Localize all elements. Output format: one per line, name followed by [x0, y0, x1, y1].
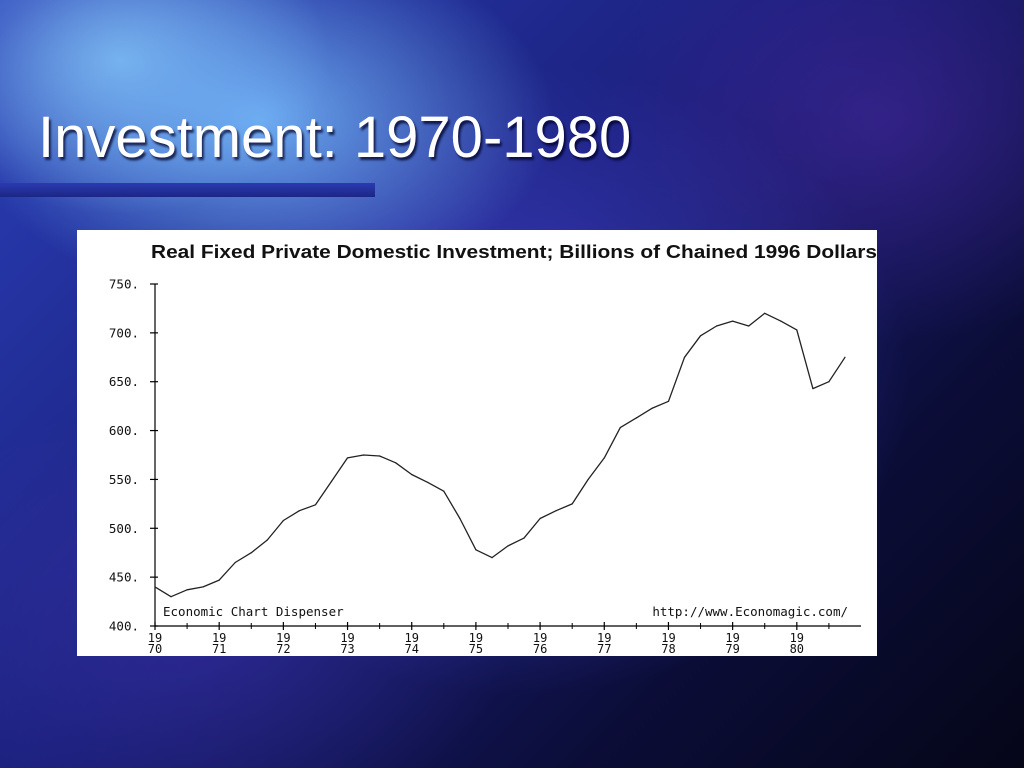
data-point [314, 504, 317, 506]
y-tick-label: 450. [109, 570, 139, 585]
data-point [619, 427, 621, 429]
x-tick-label: 19 [661, 631, 675, 645]
y-tick-label: 600. [109, 423, 139, 438]
y-tick-label: 500. [109, 521, 139, 536]
data-point [491, 557, 493, 559]
x-tick-label: 19 [725, 631, 739, 645]
data-point [346, 457, 349, 459]
y-tick-label: 700. [109, 325, 139, 340]
data-point [748, 325, 750, 327]
data-point [796, 329, 798, 331]
x-tick-label: 19 [533, 631, 547, 645]
series-line [154, 312, 846, 598]
data-point [603, 457, 605, 459]
x-tick-label: 75 [469, 642, 483, 656]
title-underline [0, 183, 375, 197]
x-tick-label: 80 [790, 642, 804, 656]
data-point [282, 519, 284, 522]
data-point [507, 545, 509, 547]
data-point [683, 356, 686, 358]
x-tick-label: 19 [597, 631, 611, 645]
data-point [170, 596, 172, 598]
x-tick-label: 73 [340, 642, 354, 656]
data-point [362, 454, 365, 456]
x-tick-label: 19 [340, 631, 354, 645]
data-point [395, 462, 397, 464]
x-tick-label: 19 [405, 631, 419, 645]
data-point [298, 510, 301, 512]
y-tick-label: 550. [109, 472, 139, 487]
data-point [844, 356, 846, 358]
data-point [379, 455, 381, 457]
series-group [154, 312, 846, 598]
data-point [523, 537, 525, 539]
data-point [571, 503, 573, 505]
x-tick-label: 19 [790, 631, 804, 645]
data-point [539, 517, 541, 520]
y-tick-label: 750. [109, 277, 139, 292]
data-point [651, 407, 654, 409]
source-credit: Economic Chart Dispenser [163, 604, 344, 619]
data-point [475, 549, 477, 551]
data-point [330, 480, 333, 482]
x-tick-label: 76 [533, 642, 547, 656]
data-point [218, 579, 220, 581]
data-point [732, 320, 734, 322]
x-tick-label: 74 [405, 642, 419, 656]
data-point [202, 586, 204, 588]
data-point [555, 510, 557, 512]
data-point [780, 320, 782, 322]
data-point [266, 539, 268, 541]
x-tick-label: 70 [148, 642, 162, 656]
line-chart: Real Fixed Private Domestic Investment; … [109, 241, 877, 656]
data-point [427, 481, 429, 483]
data-point [234, 561, 236, 564]
y-axis: 400. 450. 500. 550. 600. 650. 700. 750. [109, 277, 158, 634]
data-point [715, 325, 718, 327]
data-point [635, 417, 637, 419]
slide-title: Investment: 1970-1980 [38, 105, 632, 170]
x-axis: 1970197119721973197419751976197719781979… [148, 622, 861, 656]
x-tick-label: 19 [469, 631, 483, 645]
x-tick-label: 19 [212, 631, 226, 645]
data-point [812, 387, 814, 390]
x-tick-label: 79 [725, 642, 739, 656]
data-point [699, 335, 702, 337]
x-tick-label: 78 [661, 642, 675, 656]
y-tick-label: 650. [109, 374, 139, 389]
chart-panel: Real Fixed Private Domestic Investment; … [77, 230, 877, 656]
y-tick-label: 400. [109, 619, 139, 634]
x-tick-label: 72 [276, 642, 290, 656]
data-point [764, 312, 766, 314]
data-point [186, 589, 188, 591]
x-tick-label: 19 [148, 631, 162, 645]
data-point [154, 586, 156, 588]
data-point [411, 473, 413, 476]
data-point [459, 517, 461, 520]
source-url: http://www.Economagic.com/ [652, 604, 848, 619]
data-point [828, 381, 830, 383]
chart-title: Real Fixed Private Domestic Investment; … [151, 241, 877, 262]
x-tick-label: 19 [276, 631, 290, 645]
data-point [443, 490, 445, 492]
x-tick-label: 77 [597, 642, 611, 656]
data-point [587, 478, 589, 481]
x-tick-label: 71 [212, 642, 226, 656]
data-point [667, 400, 670, 402]
data-point [250, 552, 252, 554]
